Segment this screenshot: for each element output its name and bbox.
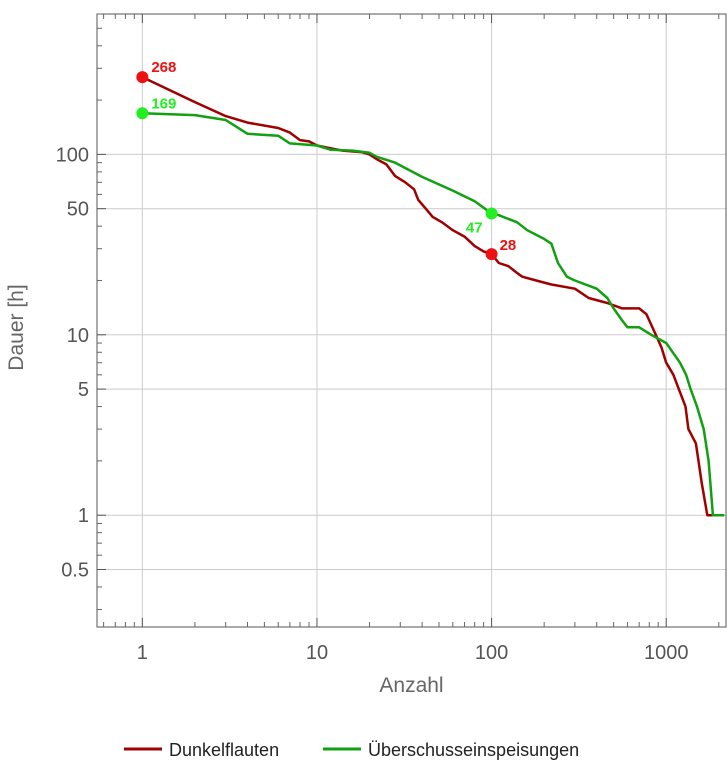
series-line-1	[142, 112, 725, 517]
y-tick-label: 10	[67, 325, 89, 347]
x-tick-label: 1000	[644, 642, 689, 664]
series-lines	[141, 75, 725, 517]
y-tick-label: 50	[67, 199, 89, 221]
legend: Dunkelflauten Überschusseinspeisungen	[124, 740, 579, 760]
gridlines	[97, 14, 726, 627]
highlight-label: 169	[151, 95, 176, 112]
x-tick-label: 100	[475, 642, 508, 664]
highlight-point	[136, 71, 149, 84]
highlight-label: 268	[151, 59, 176, 76]
highlight-point	[485, 207, 498, 220]
x-axis-label: Anzahl	[379, 674, 443, 697]
y-axis-label: Dauer [h]	[5, 284, 28, 370]
legend-label-ueberschusseinspeisungen: Überschusseinspeisungen	[368, 740, 579, 760]
y-tick-label: 0.5	[61, 559, 89, 581]
plot-frame	[96, 13, 727, 628]
y-tick-label: 100	[56, 144, 89, 166]
highlight-label: 47	[466, 220, 483, 237]
x-tick-label: 10	[306, 642, 328, 664]
series-line-0	[141, 75, 721, 517]
axis-ticks: 1 10 100 1000 0.5 1 5 10 50 100	[56, 13, 720, 664]
highlight-point	[136, 107, 149, 120]
x-tick-label: 1	[137, 642, 148, 664]
highlight-markers: 268 28 169 47	[136, 59, 517, 261]
highlight-point	[485, 248, 498, 261]
y-tick-label: 1	[78, 505, 89, 527]
y-tick-label: 5	[78, 379, 89, 401]
legend-label-dunkelflauten: Dunkelflauten	[169, 740, 279, 760]
highlight-label: 28	[500, 237, 517, 254]
